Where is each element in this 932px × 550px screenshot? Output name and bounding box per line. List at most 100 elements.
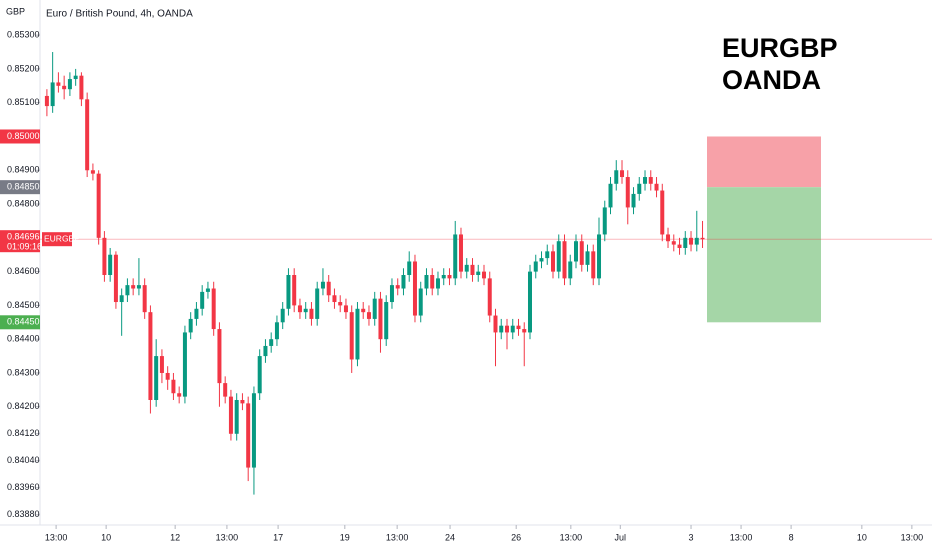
candle-body <box>96 173 101 238</box>
candle-body <box>504 325 509 333</box>
candle-body <box>493 315 498 333</box>
candle-body <box>407 261 412 275</box>
chart-title: Euro / British Pound, 4h, OANDA <box>46 9 193 20</box>
candle-body <box>694 237 699 245</box>
x-tick-label: 13:00 <box>901 532 924 542</box>
candle-body <box>666 234 671 242</box>
candle-body <box>269 339 274 346</box>
candle-body <box>556 241 561 272</box>
candle-body <box>73 75 78 80</box>
candle-body <box>315 288 320 319</box>
candle-body <box>125 285 130 296</box>
annotation: EURGBP <box>722 33 838 63</box>
candle-body <box>476 271 481 275</box>
candle-body <box>677 244 682 248</box>
candle-body <box>338 302 343 306</box>
candle-body <box>366 312 371 319</box>
candle-body <box>602 207 607 235</box>
y-tick-label: 0.84400 <box>7 334 40 344</box>
x-tick-label: 13:00 <box>386 532 409 542</box>
y-tick-label: 0.84500 <box>7 300 40 310</box>
x-tick-label: 19 <box>340 532 350 542</box>
candle-body <box>326 281 331 296</box>
candle-body <box>591 251 596 279</box>
candle-body <box>430 275 435 289</box>
candle-body <box>211 288 216 330</box>
candle-body <box>280 308 285 323</box>
candle-body <box>309 308 314 319</box>
candle-body <box>631 193 636 208</box>
candle-body <box>228 396 233 434</box>
candle-body <box>389 285 394 303</box>
x-tick-label: 13:00 <box>216 532 239 542</box>
candle-body <box>620 170 625 178</box>
x-tick-label: 8 <box>789 532 794 542</box>
x-tick-label: Jul <box>615 532 627 542</box>
candle-body <box>435 278 440 289</box>
price-tag <box>0 315 40 330</box>
candle-body <box>372 298 377 319</box>
candle-body <box>62 85 67 90</box>
candle-body <box>131 285 136 289</box>
candle-body <box>44 95 49 107</box>
candle-body <box>481 271 486 279</box>
candle-body <box>671 241 676 245</box>
candle-body <box>148 312 153 400</box>
x-tick-label: 12 <box>170 532 180 542</box>
candle-body <box>223 383 228 397</box>
price-tag <box>0 180 40 195</box>
candle-body <box>217 329 222 384</box>
stop-zone <box>707 136 821 188</box>
candle-body <box>625 177 630 208</box>
candle-body <box>689 237 694 245</box>
candle-body <box>568 261 573 279</box>
candle-body <box>205 288 210 292</box>
candle-body <box>56 82 61 86</box>
x-tick-label: 26 <box>511 532 521 542</box>
y-tick-label: 0.83880 <box>7 509 40 519</box>
candle-body <box>378 298 383 340</box>
candle-body <box>200 291 205 309</box>
x-tick-label: 10 <box>857 532 867 542</box>
candle-body <box>142 285 147 313</box>
candle-body <box>165 372 170 380</box>
x-tick-label: 24 <box>445 532 455 542</box>
annotation: OANDA <box>722 65 821 95</box>
candle-body <box>441 275 446 279</box>
candle-body <box>303 308 308 313</box>
y-tick-label: 0.84300 <box>7 367 40 377</box>
candle-body <box>355 308 360 360</box>
price-tag <box>0 129 40 144</box>
candle-body <box>332 295 337 303</box>
candle-body <box>90 170 95 174</box>
x-tick-label: 13:00 <box>45 532 68 542</box>
x-tick-label: 10 <box>101 532 111 542</box>
candle-body <box>585 251 590 265</box>
candle-body <box>458 234 463 272</box>
candle-body <box>453 234 458 279</box>
target-zone <box>707 187 821 323</box>
candle-body <box>67 79 72 90</box>
candle-body <box>700 237 705 240</box>
candle-body <box>551 251 556 272</box>
candle-body <box>263 345 268 357</box>
x-tick-label: 17 <box>273 532 283 542</box>
candle-body <box>660 190 665 235</box>
candle-body <box>113 254 118 303</box>
candle-body <box>361 308 366 313</box>
symbol-tag <box>42 232 72 247</box>
candle-body <box>297 305 302 313</box>
candle-body <box>50 82 55 107</box>
candle-body <box>447 275 452 279</box>
price-tag-label: 0.84850 <box>7 182 40 192</box>
candle-body <box>384 302 389 340</box>
y-tick-label: 0.85200 <box>7 63 40 73</box>
candle-body <box>79 75 84 100</box>
y-tick-label: 0.83960 <box>7 482 40 492</box>
candle-body <box>562 241 567 279</box>
y-tick-label: 0.84600 <box>7 266 40 276</box>
x-tick-label: 13:00 <box>730 532 753 542</box>
candle-body <box>579 241 584 265</box>
